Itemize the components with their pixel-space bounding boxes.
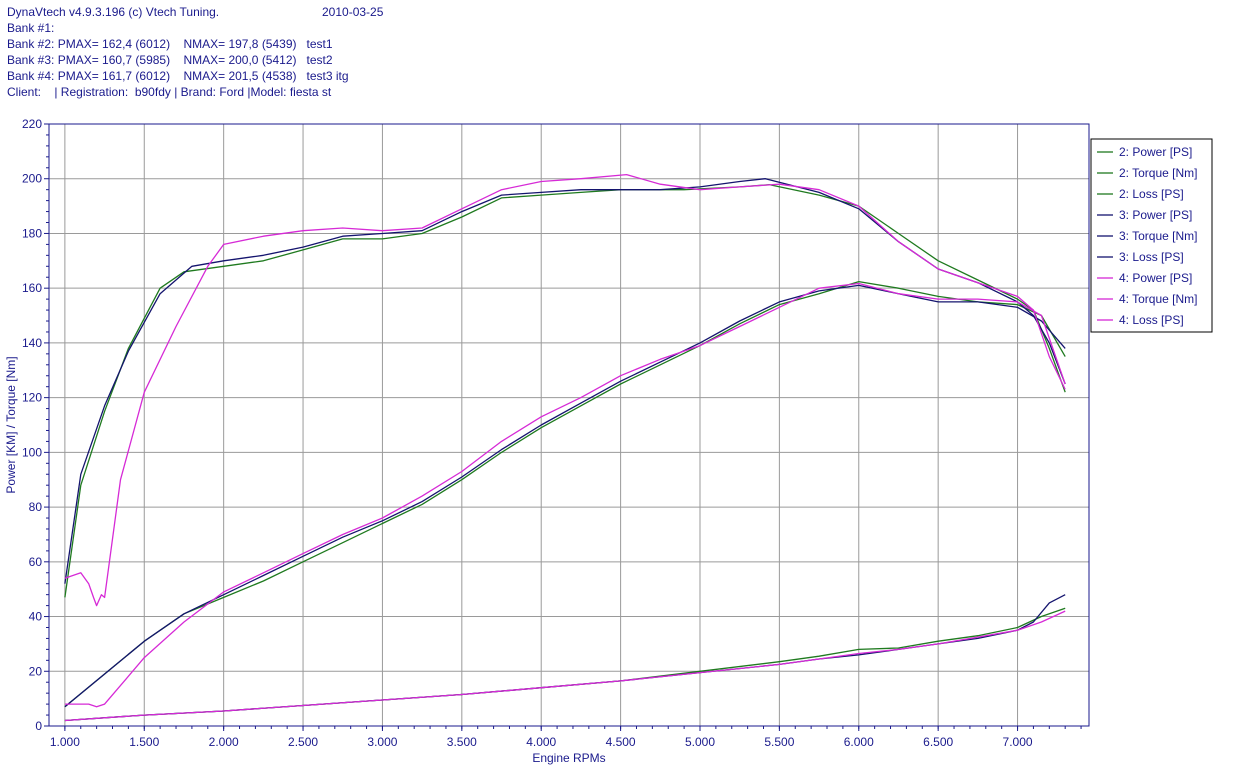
info-header: DynaVtech v4.9.3.196 (c) Vtech Tuning. B… (7, 4, 349, 100)
x-tick-label: 2.000 (209, 735, 239, 749)
y-tick-label: 160 (22, 281, 42, 295)
y-tick-label: 40 (29, 610, 43, 624)
x-tick-label: 6.500 (923, 735, 953, 749)
y-axis-title: Power [KM] / Torque [Nm] (4, 356, 18, 493)
client-line: Client: | Registration: b90fdy | Brand: … (7, 85, 332, 99)
legend-label: 2: Torque [Nm] (1119, 166, 1197, 180)
x-tick-label: 5.000 (685, 735, 715, 749)
x-tick-label: 5.500 (764, 735, 794, 749)
y-tick-label: 220 (22, 117, 42, 131)
x-tick-label: 3.000 (367, 735, 397, 749)
series-lines (64, 173, 1066, 722)
y-tick-label: 100 (22, 445, 42, 459)
y-tick-label: 60 (29, 555, 43, 569)
y-tick-label: 20 (29, 664, 43, 678)
y-tick-label: 120 (22, 391, 42, 405)
series-line (64, 173, 1066, 607)
legend-label: 4: Power [PS] (1119, 271, 1192, 285)
app-title: DynaVtech v4.9.3.196 (c) Vtech Tuning. (7, 5, 220, 19)
y-tick-label: 200 (22, 172, 42, 186)
series-line (64, 610, 1066, 722)
series-line (64, 184, 1066, 598)
report-date: 2010-03-25 (322, 5, 384, 19)
x-axis-title: Engine RPMs (532, 751, 605, 765)
legend-label: 3: Torque [Nm] (1119, 229, 1197, 243)
legend: 2: Power [PS] 2: Torque [Nm] 2: Loss [PS] 3… (1090, 138, 1213, 333)
x-tick-label: 6.000 (844, 735, 874, 749)
x-tick-label: 2.500 (288, 735, 318, 749)
x-tick-label: 1.000 (50, 735, 80, 749)
legend-label: 4: Loss [PS] (1119, 313, 1184, 327)
legend-label: 3: Loss [PS] (1119, 250, 1184, 264)
y-tick-label: 0 (35, 719, 42, 733)
series-line (64, 284, 1066, 708)
bank-1-line: Bank #1: (7, 21, 55, 35)
x-axis-ticks: 1.000 1.500 2.000 2.500 3.000 3.500 4.000 4.500… (50, 726, 1082, 749)
x-tick-label: 7.000 (1003, 735, 1033, 749)
series-line (64, 280, 1066, 708)
plot-background (49, 124, 1089, 726)
x-tick-label: 1.500 (129, 735, 159, 749)
x-tick-label: 4.000 (526, 735, 556, 749)
plot-frame (48, 123, 1090, 727)
legend-label: 2: Power [PS] (1119, 145, 1192, 159)
y-tick-label: 180 (22, 226, 42, 240)
bank-3-line: Bank #3: PMAX= 160,7 (5985) NMAX= 200,0 … (7, 53, 333, 67)
legend-label: 4: Torque [Nm] (1119, 292, 1197, 306)
x-tick-label: 4.500 (606, 735, 636, 749)
x-tick-label: 3.500 (447, 735, 477, 749)
legend-label: 3: Power [PS] (1119, 208, 1192, 222)
legend-label: 2: Loss [PS] (1119, 187, 1184, 201)
bank-2-line: Bank #2: PMAX= 162,4 (6012) NMAX= 197,8 … (7, 37, 333, 51)
y-tick-label: 80 (29, 500, 43, 514)
grid-lines (49, 124, 1089, 726)
y-axis-ticks: 0 20 40 60 80 100 120 140 160 180 200 220 (22, 117, 49, 733)
bank-4-line: Bank #4: PMAX= 161,7 (6012) NMAX= 201,5 … (7, 69, 349, 83)
y-tick-label: 140 (22, 336, 42, 350)
series-line (64, 282, 1066, 708)
